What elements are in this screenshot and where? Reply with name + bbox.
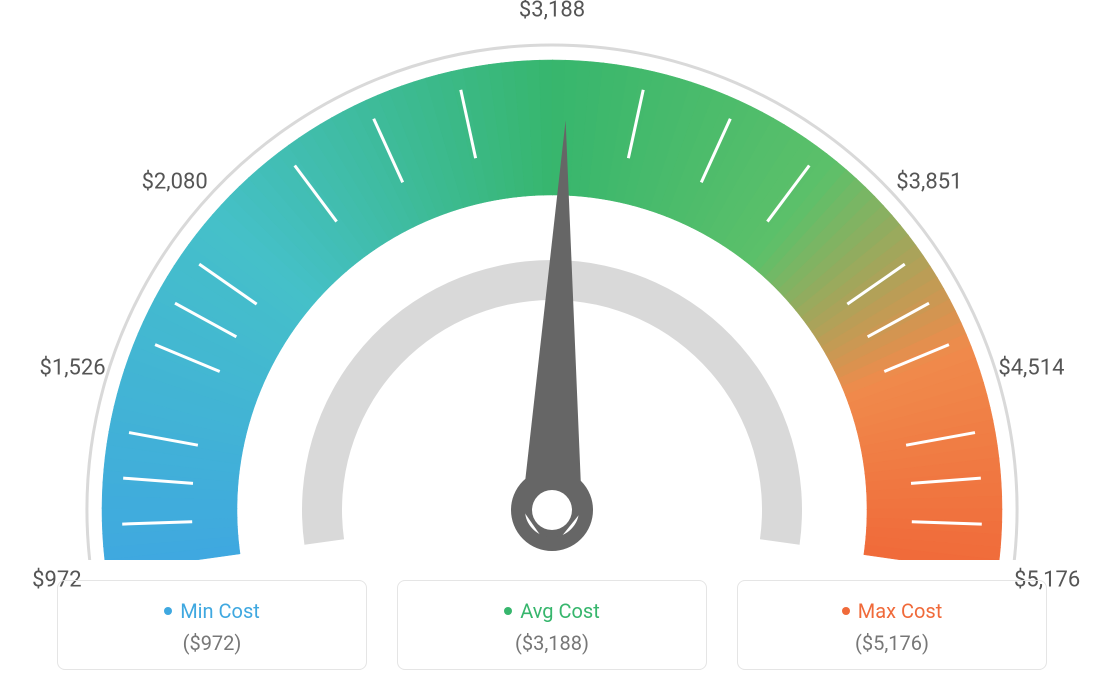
legend-value: ($972) [68, 631, 356, 655]
gauge-tick-label: $3,851 [896, 169, 962, 194]
gauge-tick-label: $4,514 [998, 355, 1064, 380]
legend-row: Min Cost ($972) Avg Cost ($3,188) Max Cost ($… [0, 580, 1104, 670]
legend-value: ($3,188) [408, 631, 696, 655]
legend-card: Max Cost ($5,176) [737, 580, 1047, 670]
legend-title: Max Cost [842, 599, 943, 623]
legend-dot-icon [842, 607, 850, 615]
gauge-tick-label: $3,188 [519, 0, 585, 23]
gauge-svg [0, 0, 1104, 560]
gauge-chart: $972$1,526$2,080$3,188$3,851$4,514$5,176 [0, 0, 1104, 560]
legend-label: Max Cost [858, 599, 943, 623]
gauge-tick-label: $2,080 [142, 169, 208, 194]
legend-card: Min Cost ($972) [57, 580, 367, 670]
legend-dot-icon [504, 607, 512, 615]
legend-label: Min Cost [180, 599, 260, 623]
legend-label: Avg Cost [520, 599, 600, 623]
gauge-tick-label: $1,526 [40, 355, 106, 380]
legend-dot-icon [164, 607, 172, 615]
legend-value: ($5,176) [748, 631, 1036, 655]
legend-title: Min Cost [164, 599, 260, 623]
legend-title: Avg Cost [504, 599, 600, 623]
legend-card: Avg Cost ($3,188) [397, 580, 707, 670]
